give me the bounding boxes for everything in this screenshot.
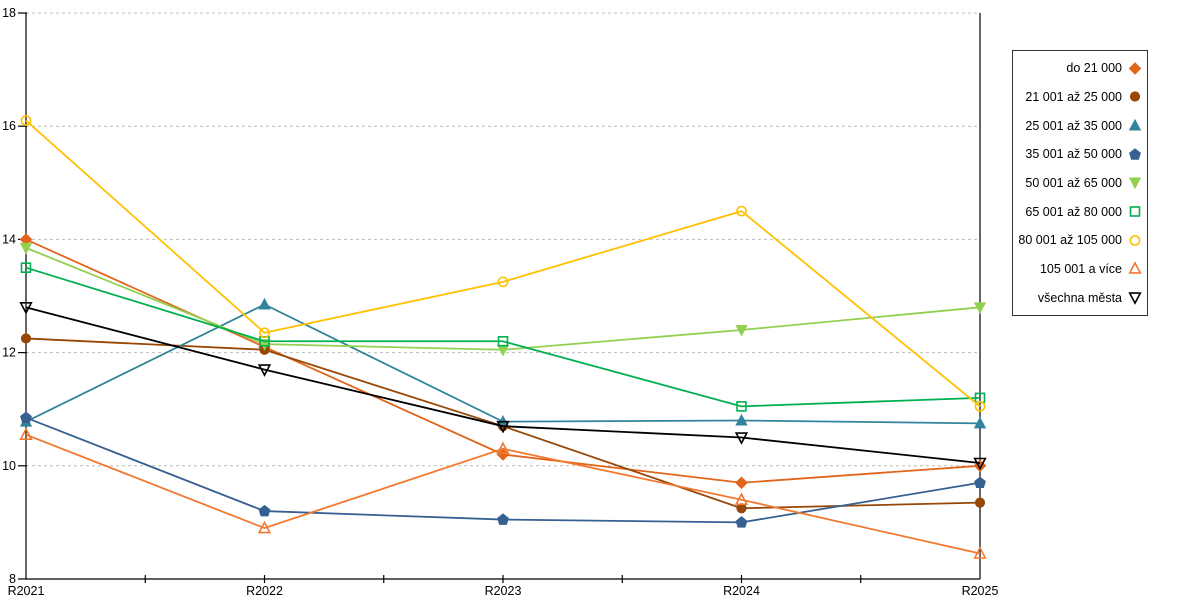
legend-item: 105 001 a více	[1015, 255, 1143, 283]
y-tick-label: 14	[2, 232, 16, 246]
legend-item: 50 001 až 65 000	[1015, 169, 1143, 197]
legend-item-label: 105 001 a více	[1039, 261, 1122, 276]
legend: do 21 000 21 001 až 25 000 25 001 až 35 00…	[1012, 50, 1148, 316]
square-marker	[497, 335, 509, 347]
legend-item: 80 001 až 105 000	[1015, 226, 1143, 254]
y-tick-label: 16	[2, 119, 16, 133]
triangle-down-marker	[496, 420, 510, 434]
x-tick-label: R2024	[723, 584, 760, 598]
triangle-up-marker	[734, 492, 749, 506]
pentagon-marker	[1129, 148, 1141, 160]
x-tick-label: R2021	[8, 584, 45, 598]
triangle-down-marker	[1128, 292, 1142, 305]
triangle-up-marker	[973, 546, 987, 559]
circle-marker	[259, 327, 270, 339]
x-tick-label: R2022	[246, 584, 283, 598]
circle-marker	[20, 333, 32, 344]
legend-item: 21 001 až 25 000	[1015, 83, 1143, 111]
series-line	[25, 238, 981, 484]
triangle-down-marker	[973, 457, 987, 471]
legend-item-label: 25 001 až 35 000	[1025, 118, 1122, 133]
circle-marker	[736, 205, 747, 217]
series-line	[25, 119, 981, 408]
triangle-down-legend-icon	[1128, 292, 1142, 305]
y-tick-label: 12	[2, 346, 16, 360]
triangle-up-marker	[735, 413, 748, 426]
series-line	[25, 266, 981, 408]
x-tick-label: R2025	[962, 584, 999, 598]
circle-marker	[974, 497, 986, 508]
pentagon-legend-icon	[1129, 148, 1141, 160]
legend-item: všechna města	[1015, 284, 1143, 312]
pentagon-marker	[974, 476, 986, 489]
triangle-up-marker	[1128, 261, 1142, 275]
series-line	[25, 303, 981, 425]
y-tick-label: 10	[2, 459, 16, 473]
triangle-up-legend-icon	[1128, 118, 1142, 131]
pentagon-marker	[258, 504, 271, 517]
square-legend-icon	[1129, 206, 1141, 217]
legend-item: 25 001 až 35 000	[1015, 112, 1143, 140]
triangle-down-marker	[735, 324, 748, 337]
legend-item-label: 35 001 až 50 000	[1025, 147, 1122, 162]
circle-legend-icon	[1129, 234, 1141, 246]
legend-item-label: 80 001 až 105 000	[1018, 233, 1122, 248]
legend-item-label: všechna města	[1037, 290, 1122, 305]
triangle-up-marker	[257, 520, 272, 534]
triangle-down-marker	[734, 432, 749, 445]
triangle-down-marker	[973, 302, 987, 314]
triangle-down-legend-icon	[1128, 177, 1142, 190]
diamond-marker	[735, 476, 748, 490]
series-line	[25, 306, 981, 464]
legend-item-label: 21 001 až 25 000	[1025, 89, 1122, 104]
legend-item: do 21 000	[1015, 54, 1143, 82]
triangle-down-marker	[19, 302, 33, 315]
legend-item: 35 001 až 50 000	[1015, 140, 1143, 168]
circle-marker	[1129, 91, 1141, 103]
triangle-down-marker	[257, 364, 272, 377]
legend-item-label: 65 001 až 80 000	[1025, 204, 1122, 219]
series-line	[25, 247, 981, 351]
y-tick-label: 18	[2, 6, 16, 20]
pentagon-marker	[20, 411, 32, 423]
legend-item: 65 001 až 80 000	[1015, 198, 1143, 226]
triangle-up-legend-icon	[1128, 261, 1142, 275]
circle-marker	[20, 115, 32, 126]
diamond-legend-icon	[1128, 62, 1142, 75]
triangle-down-marker	[19, 242, 33, 255]
circle-marker	[1129, 234, 1141, 246]
triangle-up-marker	[258, 297, 271, 310]
pentagon-marker	[497, 513, 509, 525]
x-tick-label: R2023	[485, 584, 522, 598]
square-marker	[20, 262, 32, 273]
triangle-up-marker	[1128, 118, 1142, 131]
triangle-up-marker	[19, 427, 33, 440]
pentagon-marker	[735, 516, 748, 528]
triangle-down-marker	[1128, 177, 1142, 190]
circle-marker	[497, 276, 509, 288]
y-tick-label: 8	[9, 572, 16, 586]
square-marker	[736, 401, 747, 412]
triangle-up-marker	[973, 416, 987, 429]
circle-legend-icon	[1129, 91, 1141, 103]
square-marker	[1129, 206, 1141, 217]
diamond-marker	[1128, 62, 1142, 75]
series-line	[25, 433, 981, 555]
triangle-up-marker	[496, 441, 510, 455]
legend-item-label: do 21 000	[1066, 61, 1122, 76]
circle-marker	[974, 400, 986, 412]
legend-item-label: 50 001 až 65 000	[1025, 175, 1122, 190]
